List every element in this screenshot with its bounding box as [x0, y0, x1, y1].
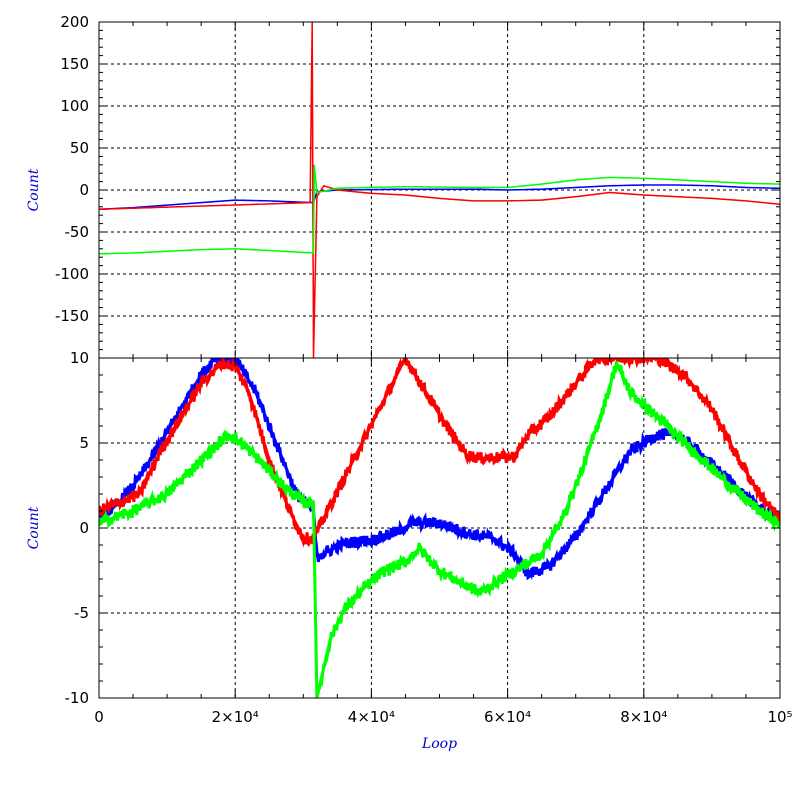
x-tick-label: 6×10⁴ [484, 708, 531, 726]
bottom-series-line [99, 358, 780, 548]
y-tick-label: -150 [55, 307, 89, 325]
bottom-series-line [99, 361, 780, 698]
x-tick-label: 8×10⁴ [620, 708, 667, 726]
x-axis-title: Loop [421, 736, 457, 752]
y-tick-label: -100 [55, 265, 89, 283]
label-layer: 200150100500-50-100-150Count1050-5-10Cou… [26, 13, 793, 752]
y-tick-label: -10 [65, 689, 90, 707]
y-tick-label: 5 [79, 434, 89, 452]
y-tick-label: 50 [70, 139, 89, 157]
frame-layer [98, 21, 781, 699]
top-y-axis-title: Count [26, 168, 42, 211]
bottom-panel-frame [98, 357, 781, 699]
series-layer [99, 22, 780, 698]
y-tick-label: -50 [65, 223, 90, 241]
y-tick-label: 10 [70, 349, 89, 367]
y-tick-label: -5 [74, 604, 89, 622]
y-tick-label: 0 [79, 181, 89, 199]
x-tick-label: 0 [94, 708, 104, 726]
x-tick-label: 10⁵ [767, 708, 792, 726]
bottom-series-line [99, 358, 780, 581]
y-tick-label: 150 [60, 55, 89, 73]
y-tick-label: 200 [60, 13, 89, 31]
top-series-line [99, 22, 780, 358]
y-tick-label: 100 [60, 97, 89, 115]
x-tick-label: 4×10⁴ [348, 708, 395, 726]
bottom-y-axis-title: Count [26, 506, 42, 549]
y-tick-label: 0 [79, 519, 89, 537]
x-tick-label: 2×10⁴ [212, 708, 259, 726]
top-series-line [99, 164, 780, 255]
